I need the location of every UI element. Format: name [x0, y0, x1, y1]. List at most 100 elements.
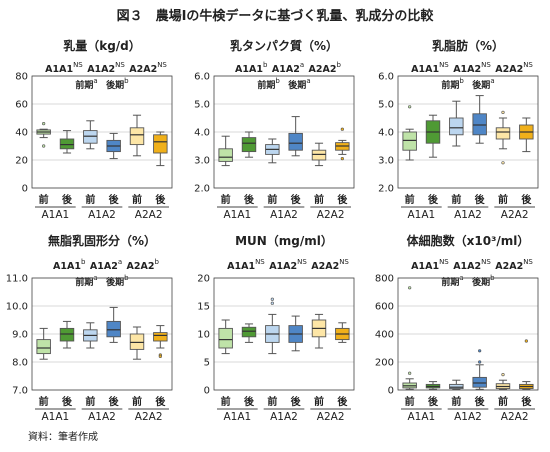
x-tick-label: 後: [244, 395, 255, 408]
box-iqr: [473, 114, 487, 135]
group-label: A2A2: [317, 209, 345, 221]
x-tick-label: 前: [221, 395, 231, 408]
y-tick-label: 7.0: [12, 386, 28, 397]
sig-genotype-label: A1A2: [269, 261, 297, 272]
y-tick-label: 8.0: [12, 358, 28, 369]
outlier-point: [42, 122, 45, 125]
significance-period: 前期a 後期b: [75, 274, 129, 288]
box-iqr: [289, 133, 303, 150]
box-plot: [426, 382, 440, 390]
box-plot: [450, 101, 464, 146]
box-plot: [242, 132, 256, 157]
chart-panel-5: 体細胞数（x10³/ml）A1A1NS A1A2NS A2A2NS 前期a 後期…: [375, 233, 538, 423]
box-iqr: [450, 384, 464, 388]
chart-title: 乳脂肪（%）: [432, 38, 504, 53]
box-plot: [403, 106, 417, 161]
x-tick-label: 後: [291, 395, 302, 408]
group-label: A2A2: [317, 411, 345, 423]
x-tick-label: 前: [85, 193, 95, 206]
y-tick-label: 40: [15, 128, 28, 139]
box-iqr: [473, 377, 487, 387]
box-plot: [473, 350, 487, 390]
y-tick-label: 20: [15, 156, 28, 167]
y-tick-label: 400: [375, 330, 394, 341]
figure-title: 図３ 農場Ⅰの牛検データに基づく乳量、乳成分の比較: [117, 8, 435, 24]
group-label: A1A2: [88, 411, 116, 423]
sig-genotype-label: A1A1: [53, 261, 81, 272]
box-plot: [37, 122, 51, 147]
y-tick-label: 6.0: [378, 72, 394, 83]
y-tick-label: 2.0: [194, 184, 210, 195]
group-label: A1A2: [454, 209, 482, 221]
box-iqr: [60, 139, 74, 149]
significance-period: 前期a 後期b: [75, 77, 129, 91]
sig-genotype-sup: NS: [523, 258, 533, 266]
y-tick-label: 0: [22, 184, 28, 195]
y-tick-label: 5.0: [378, 100, 394, 111]
box-iqr: [37, 340, 51, 354]
outlier-point: [478, 361, 481, 364]
box-iqr: [242, 327, 256, 337]
sig-period-label: 前期: [257, 79, 275, 91]
box-iqr: [60, 328, 74, 341]
x-tick-label: 後: [109, 193, 120, 206]
outlier-point: [408, 287, 411, 290]
box-iqr: [219, 328, 233, 348]
significance-period: 前期b 後期a: [441, 77, 494, 91]
box-plot: [450, 380, 464, 389]
y-tick-label: 2.0: [378, 184, 394, 195]
chart-panel-0: 乳量（kg/d）A1A1NS A1A2NS A2A2NS 前期a 後期b 020…: [15, 38, 172, 221]
box-iqr: [107, 321, 121, 336]
significance-period: 前期a 後期b: [441, 274, 495, 288]
sig-genotype-label: A1A2: [272, 64, 300, 75]
box-plot: [107, 133, 121, 158]
x-tick-label: 後: [521, 395, 532, 408]
x-tick-label: 後: [428, 395, 439, 408]
y-tick-label: 10.0: [6, 302, 28, 313]
sig-period-label: 前期: [441, 79, 459, 91]
y-tick-label: 800: [375, 274, 394, 285]
significance-genotype: A1A1b A1A2a A2A2b: [53, 258, 159, 272]
outlier-point: [408, 372, 411, 375]
sig-genotype-label: A1A2: [90, 261, 118, 272]
box-iqr: [154, 333, 168, 341]
chart-panel-2: 乳脂肪（%）A1A1NS A1A2NS A2A2NS 前期b 後期a 2.03.…: [378, 38, 538, 221]
group-label: A1A1: [41, 411, 69, 423]
outlier-point: [341, 157, 344, 160]
x-tick-label: 前: [132, 395, 142, 408]
x-tick-label: 後: [521, 193, 532, 206]
group-label: A2A2: [501, 209, 529, 221]
sig-genotype-label: A1A1: [411, 64, 439, 75]
box-plot: [60, 321, 74, 348]
sig-genotype-label: A1A2: [87, 64, 115, 75]
x-tick-label: 前: [221, 193, 231, 206]
sig-period-label: 後期: [288, 79, 306, 91]
outlier-point: [502, 373, 505, 376]
box-plot: [154, 326, 168, 358]
box-plot: [289, 117, 303, 156]
x-tick-label: 後: [475, 193, 486, 206]
y-tick-label: 10: [197, 330, 210, 341]
significance-genotype: A1A1NS A1A2NS A2A2NS: [45, 61, 167, 75]
x-tick-label: 後: [62, 193, 73, 206]
sig-genotype-label: A2A2: [495, 261, 523, 272]
y-tick-label: 9.0: [12, 330, 28, 341]
sig-genotype-sup: NS: [115, 61, 125, 69]
box-plot: [60, 131, 74, 153]
y-tick-label: 4.0: [378, 128, 394, 139]
y-tick-label: 11.0: [6, 274, 28, 285]
chart-title: 体細胞数（x10³/ml）: [407, 233, 530, 248]
box-plot: [242, 324, 256, 342]
x-tick-label: 後: [428, 193, 439, 206]
outlier-point: [271, 302, 274, 305]
outlier-point: [525, 340, 528, 343]
box-plot: [312, 143, 326, 165]
group-label: A1A1: [407, 209, 435, 221]
x-tick-label: 前: [39, 193, 49, 206]
box-iqr: [84, 131, 98, 144]
box-iqr: [130, 334, 144, 349]
sig-genotype-label: A1A2: [453, 64, 481, 75]
box-plot: [130, 115, 144, 156]
x-tick-label: 後: [244, 193, 255, 206]
box-iqr: [242, 138, 256, 152]
